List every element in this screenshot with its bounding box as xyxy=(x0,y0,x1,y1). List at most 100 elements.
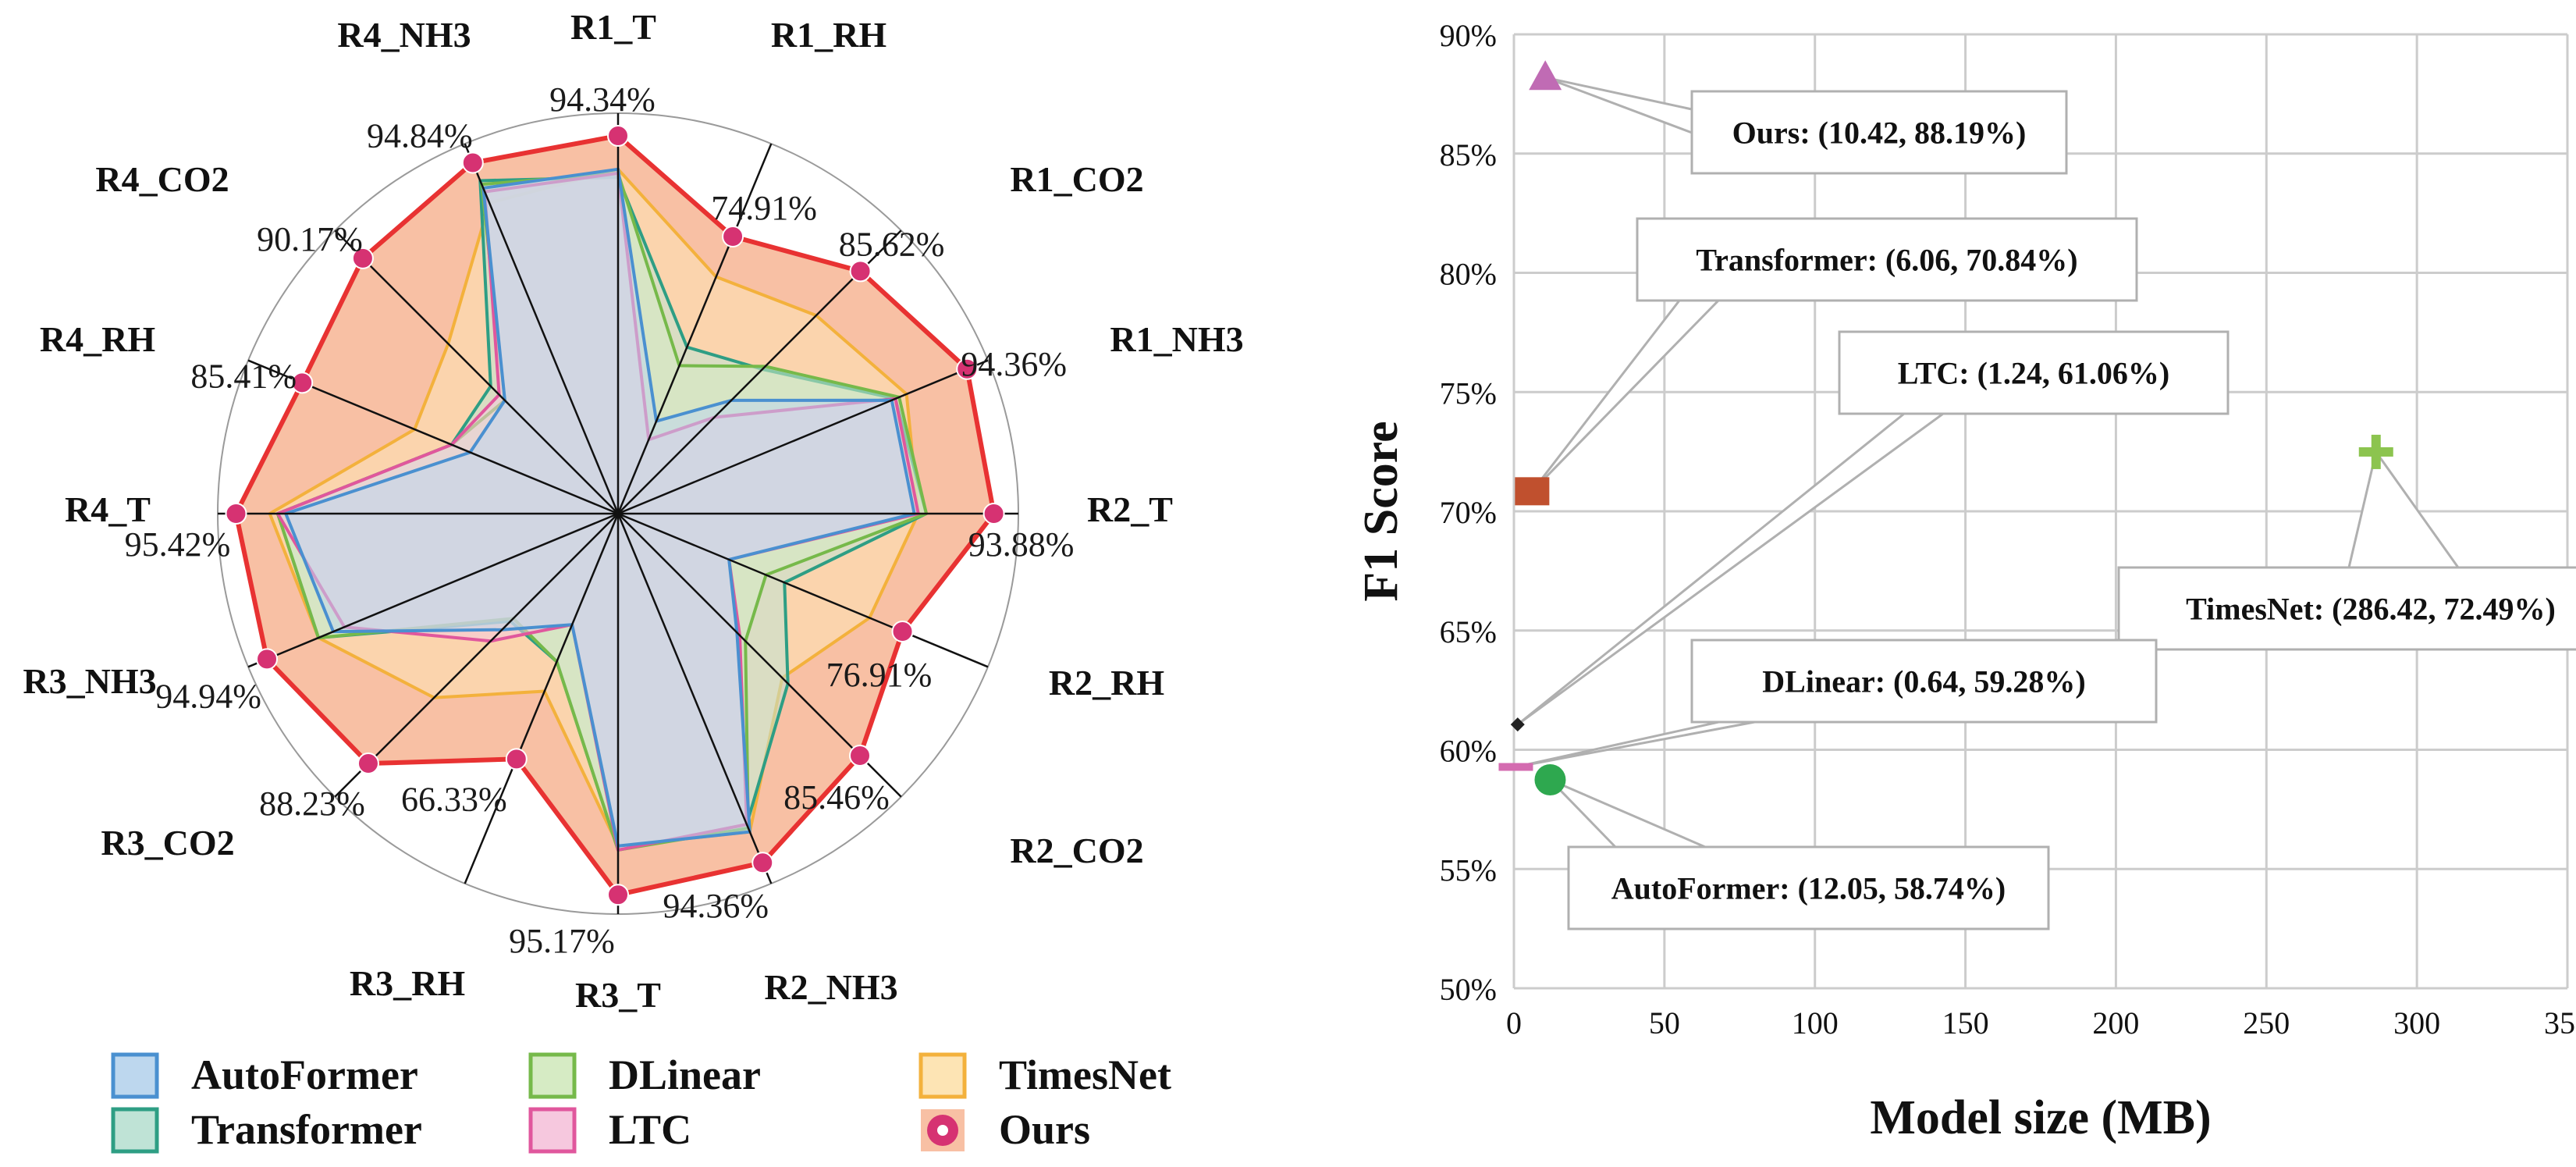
radar-marker-ours xyxy=(849,260,872,283)
scatter-chart: 50% 55% 60% 65% 70% 75% 80% 85% 90% 0 50 100 150 200 2… xyxy=(1355,18,2576,1144)
scatter-callout-pointer xyxy=(1531,299,1721,493)
radar-spoke xyxy=(616,513,773,884)
radar-marker-ours xyxy=(225,503,247,525)
radar-axis-label-r3_rh: R3_RH xyxy=(350,963,465,1003)
radar-value-label: 76.91% xyxy=(826,656,933,694)
legend-label-ltc: LTC xyxy=(609,1106,691,1153)
scatter-callout-box xyxy=(1690,90,2068,175)
radar-axis-label-r4_co2: R4_CO2 xyxy=(95,159,229,199)
radar-value-label: 95.17% xyxy=(509,922,615,960)
scatter-callout-box xyxy=(1690,639,2158,724)
radar-value-label: 85.46% xyxy=(783,778,890,817)
radar-spoke xyxy=(617,512,989,668)
radar-axis-label-r3_nh3: R3_NH3 xyxy=(23,661,156,701)
radar-marker-ours xyxy=(849,745,872,767)
scatter-callout-box xyxy=(1838,330,2230,415)
radar-spoke xyxy=(464,513,620,884)
radar-value-label: 94.36% xyxy=(961,345,1067,383)
radar-value-label: 88.23% xyxy=(259,785,365,823)
radar-axis-label-r1_t: R1_T xyxy=(570,7,656,47)
radar-marker-ours xyxy=(607,125,629,148)
scatter-point-ours xyxy=(1529,60,1562,91)
legend-marker-ours-center xyxy=(937,1125,948,1136)
radar-marker-ours xyxy=(891,620,914,642)
legend-swatch-transformer xyxy=(111,1107,159,1154)
legend-label-autoformer: AutoFormer xyxy=(191,1051,418,1098)
scatter-callout-pointer xyxy=(1544,76,1693,135)
radar-marker-ours xyxy=(722,225,744,247)
legend-label-timesnet: TimesNet xyxy=(999,1051,1171,1098)
scatter-xtick-label: 350 xyxy=(2544,1005,2576,1041)
scatter-xtick-label: 50 xyxy=(1649,1005,1680,1041)
scatter-callout-label-autoformer: AutoFormer: (12.05, 58.74%) xyxy=(1611,871,2006,906)
scatter-xtick-label: 0 xyxy=(1506,1005,1522,1041)
radar-value-label: 94.84% xyxy=(367,117,473,155)
scatter-xtick-label: 100 xyxy=(1792,1005,1839,1041)
radar-spoke xyxy=(334,229,619,514)
radar-axis-label-r3_co2: R3_CO2 xyxy=(101,823,234,863)
radar-value-label: 90.17% xyxy=(257,220,363,258)
scatter-point-ltc xyxy=(1510,717,1525,732)
radar-value-label: 85.41% xyxy=(190,357,297,395)
scatter-callout-box xyxy=(1636,217,2138,302)
scatter-point-autoformer xyxy=(1534,763,1566,795)
scatter-callout-pointer xyxy=(1515,717,1776,768)
radar-marker-ours xyxy=(357,753,379,775)
radar-legend: AutoFormer Transformer DLinear LTC TimesNet O… xyxy=(111,1051,1171,1154)
scatter-ytick-label: 55% xyxy=(1440,852,1497,888)
radar-axis-label-r1_co2: R1_CO2 xyxy=(1010,159,1143,199)
scatter-xtick-label: 300 xyxy=(2393,1005,2440,1041)
legend-swatch-dlinear xyxy=(528,1052,577,1099)
scatter-ytick-label: 85% xyxy=(1440,137,1497,173)
radar-marker-ours xyxy=(291,372,314,394)
radar-marker-ours xyxy=(256,648,279,671)
legend-swatch-timesnet xyxy=(918,1052,967,1099)
radar-chart: 94.34% 74.91% 85.62% 94.36% 93.88% 76.91% 85.4… xyxy=(23,7,1243,1015)
radar-marker-ours xyxy=(982,503,1005,525)
legend-label-transformer: Transformer xyxy=(191,1106,422,1153)
scatter-callout-box xyxy=(1567,845,2050,930)
radar-marker-ours xyxy=(461,151,484,174)
radar-axis-label-r3_t: R3_T xyxy=(575,975,661,1015)
scatter-ytick-label: 90% xyxy=(1440,18,1497,53)
scatter-xaxis-title: Model size (MB) xyxy=(1870,1091,2211,1144)
radar-marker-ours xyxy=(351,247,374,269)
scatter-ytick-label: 50% xyxy=(1440,972,1497,1007)
scatter-yaxis-title: F1 Score xyxy=(1355,421,1408,601)
radar-value-label: 85.62% xyxy=(839,225,945,263)
scatter-xtick-label: 250 xyxy=(2243,1005,2290,1041)
legend-label-ours: Ours xyxy=(999,1106,1090,1153)
radar-axis-label-r1_nh3: R1_NH3 xyxy=(1110,319,1243,359)
radar-axis-label-r4_rh: R4_RH xyxy=(40,319,155,359)
scatter-callout-label-transformer: Transformer: (6.06, 70.84%) xyxy=(1696,243,2077,278)
scatter-ytick-label: 65% xyxy=(1440,614,1497,649)
scatter-ytick-label: 75% xyxy=(1440,375,1497,411)
scatter-xtick-label: 200 xyxy=(2092,1005,2139,1041)
scatter-callout-box xyxy=(2117,566,2576,651)
scatter-ytick-label: 60% xyxy=(1440,734,1497,769)
scatter-callout-label-ours: Ours: (10.42, 88.19%) xyxy=(1732,116,2027,151)
radar-value-label: 94.94% xyxy=(155,677,261,715)
radar-spoke xyxy=(617,359,989,515)
radar-value-label: 74.91% xyxy=(711,189,817,227)
scatter-callout-label-timesnet: TimesNet: (286.42, 72.49%) xyxy=(2186,592,2556,627)
scatter-callout-pointer xyxy=(1549,778,1706,849)
scatter-callout-label-ltc: LTC: (1.24, 61.06%) xyxy=(1898,356,2170,391)
legend-swatch-autoformer xyxy=(111,1052,159,1099)
radar-value-label: 95.42% xyxy=(125,525,231,564)
radar-marker-ours xyxy=(751,852,774,874)
radar-axis-label-r2_t: R2_T xyxy=(1087,489,1173,529)
legend-label-dlinear: DLinear xyxy=(609,1051,761,1098)
legend-swatch-ltc xyxy=(528,1107,577,1154)
scatter-point-transformer xyxy=(1515,477,1550,506)
radar-value-label: 94.36% xyxy=(663,887,769,925)
scatter-ytick-label: 80% xyxy=(1440,257,1497,292)
radar-axis-label-r4_nh3: R4_NH3 xyxy=(337,15,471,55)
radar-value-label: 94.34% xyxy=(549,80,656,119)
radar-spoke xyxy=(616,143,773,514)
radar-axis-label-r4_t: R4_T xyxy=(65,489,151,529)
scatter-point-dlinear xyxy=(1498,763,1533,771)
scatter-point-timesnet-v xyxy=(2371,434,2381,469)
radar-marker-ours xyxy=(956,358,979,380)
